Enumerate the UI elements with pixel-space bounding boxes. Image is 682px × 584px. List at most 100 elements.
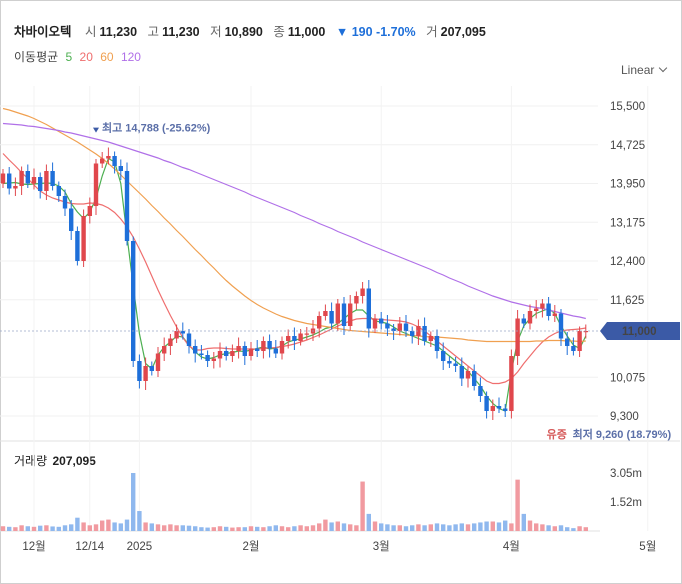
volume-bar <box>25 526 30 531</box>
volume-bar <box>379 523 384 531</box>
volume-bar <box>341 523 347 531</box>
candle-body <box>118 166 123 171</box>
volume-bar <box>168 524 173 531</box>
time-tick-label: 12월 <box>22 540 45 553</box>
volume-bar <box>546 525 551 531</box>
volume-bar <box>310 525 316 531</box>
volume-bar <box>298 525 303 531</box>
price-tick-label: 13,175 <box>610 217 645 229</box>
candle-body <box>56 186 61 196</box>
price-tick-label: 11,625 <box>610 295 644 307</box>
scale-mode-dropdown[interactable]: Linear <box>621 63 668 77</box>
candle-body <box>38 177 43 191</box>
volume-bar <box>50 526 55 531</box>
candle-body <box>149 366 154 371</box>
volume-bar <box>180 525 185 531</box>
volume-bar <box>490 521 495 531</box>
volume-bar <box>112 522 117 531</box>
volume-bar <box>248 526 254 531</box>
volume-bar <box>230 527 235 531</box>
price-tick-label: 14,725 <box>610 140 645 152</box>
ma5-legend[interactable]: 5 <box>65 50 73 64</box>
volume-bar <box>515 479 520 531</box>
moving-average-legend: 이동평균 5 20 60 120 <box>14 48 145 65</box>
volume-bar <box>273 525 278 531</box>
low-value: 10,890 <box>224 25 263 39</box>
price-tick-label: 10,075 <box>610 372 645 384</box>
volume-bar <box>403 526 409 531</box>
volume-bars <box>0 473 588 531</box>
max-annotation: 최고 14,788 (-25.62%) <box>102 121 211 135</box>
scale-mode-label: Linear <box>621 63 655 77</box>
candle-body <box>565 338 570 346</box>
time-tick-label: 3월 <box>373 540 390 553</box>
volume-bar <box>13 527 18 531</box>
volume-bar <box>348 524 353 531</box>
candle-body <box>515 318 520 356</box>
volume-bar <box>69 524 74 531</box>
candle-body <box>267 341 272 349</box>
ma20-legend[interactable]: 20 <box>79 50 93 64</box>
volume-bar <box>583 527 588 531</box>
candle-body <box>205 355 210 361</box>
candle-body <box>44 171 49 191</box>
candle-body <box>391 328 396 331</box>
candle-body <box>75 231 80 261</box>
candle-body <box>25 171 30 184</box>
volume-bar <box>286 527 291 531</box>
ma-label: 이동평균 <box>14 50 59 64</box>
volume-bar <box>131 473 136 531</box>
volume-bar <box>509 523 514 531</box>
volume-bar <box>162 525 167 531</box>
candle-body <box>372 318 378 329</box>
price-tick-label: 13,950 <box>610 179 645 191</box>
candle-body <box>180 331 185 334</box>
candle-body <box>509 356 514 411</box>
volume-bar <box>428 524 433 531</box>
candle-body <box>217 351 223 359</box>
candle-body <box>317 316 322 329</box>
candle-body <box>261 341 266 351</box>
candle-body <box>100 158 105 164</box>
candle-body <box>428 336 433 341</box>
volume-bar <box>434 523 440 531</box>
ma120-line <box>2 122 586 320</box>
candle-body <box>69 208 74 231</box>
candle-body <box>472 371 477 386</box>
volume-bar <box>540 524 545 531</box>
candle-body <box>279 341 285 354</box>
volume-bar <box>447 525 452 531</box>
candle-body <box>186 333 192 346</box>
min-annotation: 최저 9,260 (18.79%) <box>573 427 672 441</box>
candle-body <box>348 303 353 326</box>
volume-bar <box>465 524 471 531</box>
volume-bar <box>354 525 359 531</box>
volume-bar <box>186 525 192 531</box>
volume-bar <box>527 520 533 531</box>
ma120-legend[interactable]: 120 <box>120 50 141 64</box>
volume-bar <box>19 525 24 531</box>
candle-body <box>360 288 365 296</box>
candle-body <box>19 171 24 186</box>
candle-body <box>304 333 309 335</box>
volume-tick-label: 3.05m <box>610 468 642 480</box>
volume-bar <box>360 481 365 531</box>
volume-bar <box>44 525 49 531</box>
candle-body <box>521 318 526 324</box>
candle-body <box>168 338 173 346</box>
ma60-legend[interactable]: 60 <box>100 50 114 64</box>
volume-bar <box>199 527 204 531</box>
close-label: 종 <box>273 25 285 39</box>
volume-bar <box>217 526 223 531</box>
candle-body <box>292 336 297 341</box>
price-tick-label: 15,500 <box>610 101 645 113</box>
volume-bar <box>242 527 247 531</box>
candle-body <box>335 303 340 324</box>
candle-body <box>286 336 291 341</box>
candle-body <box>434 336 440 351</box>
candle-body <box>558 313 564 339</box>
candle-body <box>193 346 198 354</box>
price-axis: 15,500 14,725 13,950 13,175 12,400 11,625 10,0… <box>610 101 645 423</box>
volume-bar <box>484 521 489 531</box>
